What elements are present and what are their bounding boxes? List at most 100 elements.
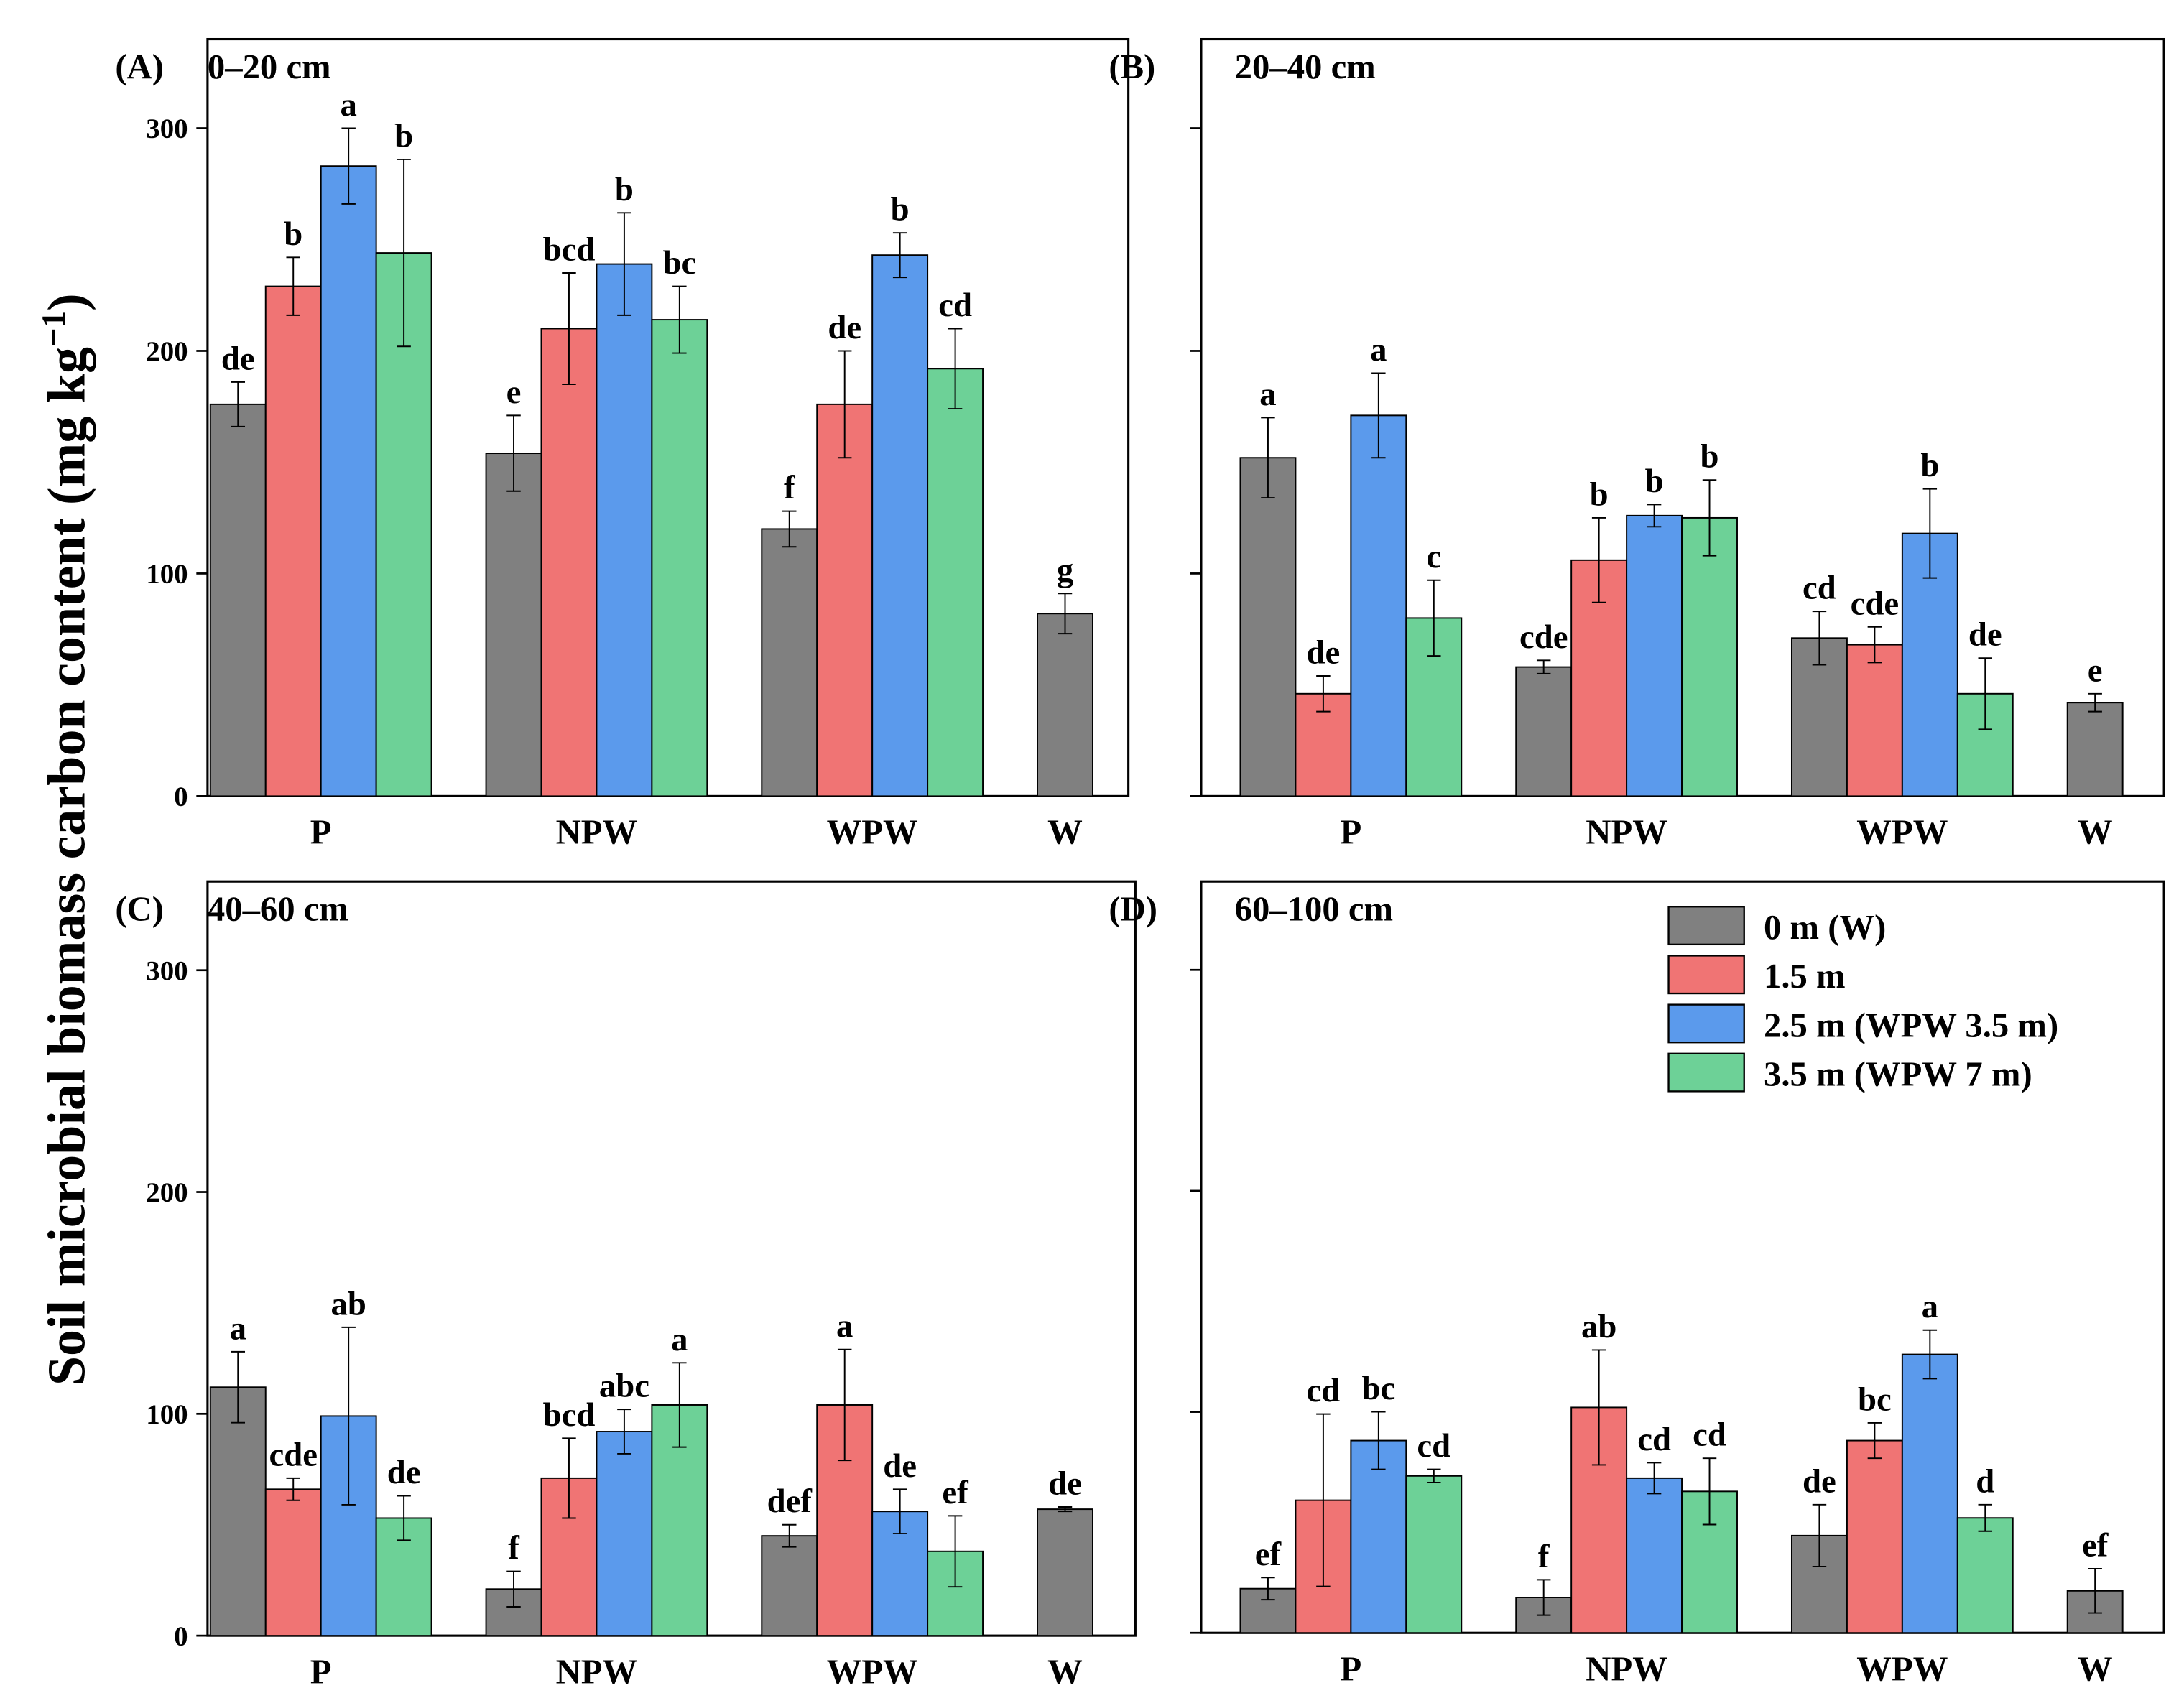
significance-letter: de [828,309,861,346]
bar [871,254,929,797]
bar [1037,1508,1093,1637]
panel-c: (C) 40–60 cm 0 100 200 300 Pa cde ab de NPW f bcdabc… [115,880,1137,1691]
legend-label: 1.5 m [1764,957,1846,996]
x-tick-label: W [1047,1652,1083,1691]
bar [1846,644,1903,797]
bar [1846,1439,1903,1634]
significance-letter: de [221,340,255,377]
legend: 0 m (W) 1.5 m 2.5 m (WPW 3.5 m) 3.5 m (WPW … [1667,906,2058,1094]
bar [927,368,984,797]
significance-letter: ab [1581,1308,1616,1345]
legend-swatch [1667,1003,1745,1044]
significance-letter: cd [1637,1421,1671,1458]
significance-letter: d [1976,1462,1994,1500]
significance-letter: b [284,215,302,253]
bar [816,403,874,797]
significance-letter: g [1057,552,1073,589]
significance-letter: b [1645,463,1664,500]
x-tick-label: P [310,813,332,852]
significance-letter: de [1048,1465,1082,1502]
bar [264,285,322,797]
x-tick-label: P [1340,1649,1361,1688]
significance-letter: c [1426,538,1441,575]
panel-title: 20–40 cm [1235,47,1376,86]
bar [1626,1477,1683,1634]
bar [1037,613,1093,797]
significance-letter: a [1370,331,1387,368]
significance-letter: cd [1693,1416,1726,1454]
legend-label: 0 m (W) [1764,908,1886,947]
bar [485,453,542,797]
significance-letter: a [1259,376,1276,413]
legend-swatch [1667,955,1745,995]
bar [1681,516,1738,797]
significance-letter: b [615,171,634,208]
significance-letter: bcd [543,1396,596,1434]
significance-letter: de [387,1454,421,1491]
significance-letter: ef [2082,1526,2109,1564]
significance-letter: ef [942,1474,969,1511]
x-tick-label: W [2078,813,2113,852]
legend-label: 2.5 m (WPW 3.5 m) [1764,1006,2058,1044]
panel-label: (C) [115,890,164,929]
y-axis-label: Soil microbial biomass carbon content (m… [35,293,96,1386]
x-tick-label: NPW [556,813,638,852]
x-tick-label: P [1340,813,1361,852]
x-tick-label: P [310,1652,332,1691]
significance-letter: a [671,1321,688,1358]
bar [1626,514,1683,797]
y-tick-label: 300 [146,955,188,986]
x-tick-label: NPW [1586,813,1667,852]
significance-letter: a [836,1307,853,1345]
bar [375,1517,432,1637]
significance-letter: cd [1307,1372,1341,1409]
legend-swatch [1667,1052,1745,1093]
significance-letter: bc [662,244,696,282]
bar [264,1488,322,1637]
x-tick-label: W [1047,813,1083,852]
y-tick-label: 300 [146,113,188,144]
significance-letter: ab [330,1285,366,1322]
panel-label: (B) [1109,47,1155,86]
y-tick-label: 0 [174,781,188,812]
bar [1515,666,1573,797]
y-tick-label: 100 [146,559,188,590]
bar [1350,1439,1407,1634]
panel-title: 60–100 cm [1235,890,1393,929]
significance-letter: b [891,191,910,228]
significance-letter: de [1968,616,2002,654]
significance-letter: def [767,1483,813,1520]
bar [2066,702,2124,797]
significance-letter: f [784,469,796,506]
panel-title: 0–20 cm [208,47,331,86]
legend-label: 3.5 m (WPW 7 m) [1764,1055,2032,1094]
x-tick-label: WPW [1856,1649,1948,1688]
bar [209,1386,267,1637]
significance-letter: bcd [543,231,596,268]
significance-letter: bc [1361,1370,1395,1407]
legend-swatch [1667,906,1745,946]
y-tick-label: 200 [146,1177,188,1208]
panel-label: (D) [1109,890,1157,929]
bar [1901,1353,1958,1634]
bar [761,1535,818,1637]
y-axis-label-end: ) [37,293,96,311]
x-tick-label: WPW [1856,813,1948,852]
y-axis-label-main: Soil microbial biomass carbon content (m… [37,347,96,1386]
significance-letter: cd [1417,1427,1450,1465]
x-tick-label: NPW [556,1652,638,1691]
significance-letter: a [1922,1288,1938,1325]
x-tick-label: W [2078,1649,2113,1688]
significance-letter: bc [1858,1381,1892,1418]
significance-letter: ef [1255,1536,1282,1573]
bar [1350,414,1407,797]
significance-letter: e [2088,651,2103,689]
y-axis-label-sup: −1 [35,311,73,347]
significance-letter: de [1803,1462,1836,1500]
bar [540,328,598,797]
significance-letter: cd [1803,570,1836,607]
bar [596,263,653,797]
significance-letter: b [394,117,413,154]
